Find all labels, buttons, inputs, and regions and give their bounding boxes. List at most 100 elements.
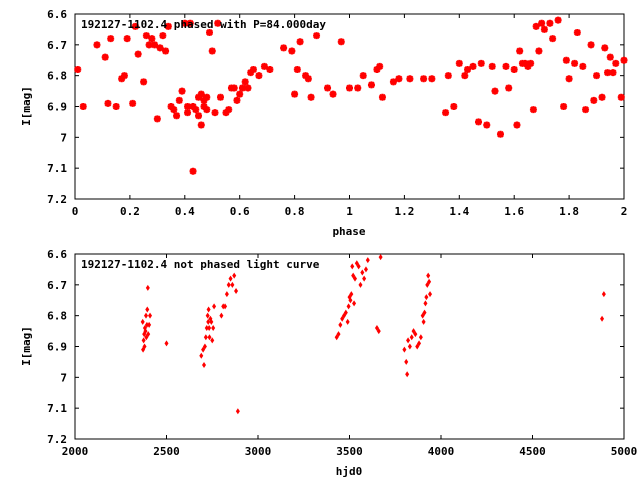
data-point-core: [377, 64, 382, 69]
data-point-core: [610, 70, 616, 75]
data-point-core: [262, 64, 267, 69]
data-point-core: [361, 73, 366, 78]
data-point: [358, 281, 363, 288]
data-point: [210, 337, 215, 344]
data-point: [356, 263, 361, 270]
data-point: [343, 309, 348, 316]
data-point: [423, 300, 428, 307]
data-point: [407, 343, 412, 350]
data-point-core: [210, 48, 215, 54]
data-point-core: [81, 104, 86, 109]
data-point-core: [199, 91, 204, 97]
data-point-core: [232, 85, 237, 91]
data-point-core: [124, 36, 130, 41]
data-point: [427, 278, 432, 285]
data-point: [207, 325, 212, 331]
data-point-core: [490, 64, 495, 69]
data-point: [204, 325, 209, 331]
data-point: [199, 352, 204, 359]
data-point-core: [476, 119, 481, 125]
data-point-core: [177, 98, 182, 103]
x-tick-label: 0.6: [230, 205, 250, 218]
data-point: [600, 315, 605, 322]
y-tick-labels: 6.6 6.7 6.8 6.9 7 7.1 7.2: [47, 248, 67, 446]
data-point-core: [174, 113, 179, 118]
x-tick-label: 2500: [153, 445, 180, 458]
data-point: [338, 321, 343, 328]
x-tick-label: 1.6: [504, 205, 524, 218]
data-point-core: [470, 64, 476, 69]
data-point-core: [133, 24, 138, 29]
data-point-core: [465, 67, 470, 72]
data-point: [405, 371, 410, 378]
data-point: [205, 312, 210, 319]
data-point-core: [619, 95, 624, 100]
data-point-core: [533, 24, 539, 29]
data-point-core: [306, 76, 311, 81]
y-tick-label: 6.6: [47, 8, 67, 21]
data-point-core: [146, 42, 152, 48]
data-point: [143, 328, 148, 335]
x-tick-label: 1.8: [559, 205, 579, 218]
data-point: [142, 343, 147, 350]
data-point-core: [308, 95, 314, 100]
data-point-core: [234, 98, 240, 103]
data-point-core: [281, 45, 286, 51]
data-point-core: [580, 64, 586, 69]
data-point-core: [531, 107, 536, 112]
data-point: [409, 334, 414, 341]
data-point-core: [193, 107, 198, 112]
data-point-core: [547, 21, 553, 26]
chart-title: 192127-1102.4 not phased light curve: [81, 258, 320, 271]
data-point: [224, 291, 229, 298]
data-point-core: [179, 88, 185, 94]
data-point: [360, 269, 365, 276]
data-point: [406, 337, 411, 344]
data-point: [378, 254, 383, 261]
data-point-core: [503, 64, 509, 69]
data-point: [376, 328, 381, 335]
x-tick-label: 4000: [428, 445, 455, 458]
data-point: [424, 294, 429, 301]
data-point: [352, 300, 357, 307]
data-point-core: [251, 67, 256, 72]
data-point-core: [429, 76, 435, 81]
data-point-core: [105, 101, 111, 106]
data-point-core: [380, 95, 385, 100]
data-point-core: [572, 61, 577, 66]
data-point: [422, 309, 427, 316]
data-point-core: [149, 36, 155, 41]
x-tick-labels: 2000 2500 3000 3500 4000 4500 5000: [62, 445, 638, 458]
x-tick-label: 0: [72, 205, 79, 218]
data-point: [348, 297, 353, 304]
data-point: [164, 340, 169, 347]
data-point: [212, 303, 217, 310]
tick-marks: [74, 253, 625, 440]
y-tick-label: 7: [60, 131, 67, 144]
data-point-core: [199, 122, 204, 128]
data-point: [207, 334, 212, 341]
data-point: [235, 408, 240, 415]
data-point-core: [555, 17, 561, 23]
data-point-core: [369, 82, 374, 88]
phased-light-curve-panel: 0 0.2 0.4 0.6 0.8 1 1.2 1.4 1.6 1.8 2 6.6 6.7 6.8 6.9…: [20, 8, 628, 238]
data-point-core: [155, 116, 160, 122]
data-point-core: [512, 67, 517, 72]
data-point-core: [608, 54, 613, 60]
data-point: [144, 312, 149, 319]
data-point-core: [102, 54, 108, 60]
y-tick-label: 7.1: [47, 402, 67, 415]
data-point: [140, 318, 145, 325]
data-point-core: [583, 107, 588, 112]
data-point: [350, 263, 355, 270]
data-point-core: [160, 33, 166, 38]
data-point-core: [226, 107, 231, 112]
data-point: [146, 331, 151, 338]
data-point-core: [122, 73, 127, 78]
data-point-core: [141, 79, 146, 85]
y-tick-label: 7.2: [47, 433, 67, 446]
x-axis-label: phase: [332, 225, 365, 238]
data-point: [362, 275, 367, 282]
data-point: [141, 337, 146, 344]
